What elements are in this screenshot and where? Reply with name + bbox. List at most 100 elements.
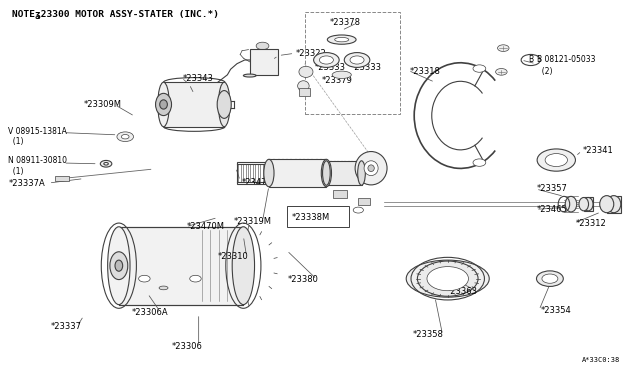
Text: *23309M: *23309M: [84, 100, 122, 109]
Text: *23337: *23337: [51, 321, 81, 331]
Circle shape: [256, 42, 269, 49]
Circle shape: [139, 275, 150, 282]
Text: *23337A: *23337A: [8, 179, 45, 187]
Text: *23465: *23465: [537, 205, 568, 214]
Ellipse shape: [323, 161, 330, 185]
Ellipse shape: [542, 274, 558, 283]
Ellipse shape: [100, 160, 112, 167]
Text: *23306A: *23306A: [132, 308, 168, 317]
Ellipse shape: [536, 271, 563, 286]
Ellipse shape: [332, 71, 351, 78]
Bar: [299, 88, 310, 96]
Text: (1): (1): [8, 167, 24, 176]
Text: *23379: *23379: [321, 76, 352, 85]
Bar: [556, 155, 558, 165]
Ellipse shape: [406, 260, 489, 297]
Circle shape: [189, 275, 201, 282]
Ellipse shape: [160, 100, 168, 109]
Ellipse shape: [537, 149, 575, 171]
Ellipse shape: [368, 165, 374, 171]
Ellipse shape: [545, 154, 568, 167]
Text: *23380: *23380: [288, 275, 319, 284]
Ellipse shape: [218, 82, 230, 127]
Ellipse shape: [243, 74, 256, 77]
Text: *23318: *23318: [410, 67, 440, 76]
Ellipse shape: [364, 161, 378, 176]
Ellipse shape: [344, 52, 370, 67]
Ellipse shape: [115, 260, 123, 271]
Ellipse shape: [584, 198, 593, 211]
Ellipse shape: [335, 37, 349, 42]
Bar: [55, 176, 69, 181]
Ellipse shape: [232, 227, 255, 305]
Text: (2): (2): [537, 67, 552, 76]
Ellipse shape: [299, 66, 313, 77]
Ellipse shape: [600, 196, 614, 213]
Ellipse shape: [156, 93, 172, 116]
Text: *23470: *23470: [242, 178, 273, 187]
Text: *23354: *23354: [540, 306, 571, 315]
Text: *23343: *23343: [182, 74, 214, 83]
Text: *23358: *23358: [413, 330, 444, 340]
Text: *23357: *23357: [537, 185, 568, 193]
Ellipse shape: [350, 56, 364, 64]
Text: *23312: *23312: [575, 219, 606, 228]
Bar: [326, 161, 362, 185]
Ellipse shape: [327, 35, 356, 44]
Ellipse shape: [319, 56, 333, 64]
Ellipse shape: [321, 159, 332, 187]
Ellipse shape: [355, 151, 387, 185]
Ellipse shape: [427, 267, 468, 291]
Bar: [164, 82, 224, 127]
Ellipse shape: [264, 159, 274, 187]
Circle shape: [473, 159, 486, 166]
Ellipse shape: [158, 82, 170, 127]
Bar: [250, 49, 278, 75]
Text: *23333: *23333: [351, 63, 381, 72]
Circle shape: [495, 68, 507, 75]
Ellipse shape: [159, 286, 168, 290]
Text: *23378: *23378: [330, 19, 361, 28]
Ellipse shape: [579, 198, 589, 211]
Circle shape: [117, 132, 134, 141]
Bar: [237, 162, 269, 184]
Text: *23319M: *23319M: [234, 217, 272, 226]
Circle shape: [497, 45, 509, 51]
Bar: [607, 196, 621, 213]
Text: V 08915-1381A: V 08915-1381A: [8, 126, 67, 136]
Circle shape: [122, 135, 129, 139]
Ellipse shape: [217, 90, 231, 118]
Text: B: B: [528, 55, 533, 64]
Ellipse shape: [110, 252, 128, 280]
Ellipse shape: [607, 196, 621, 213]
Text: (1): (1): [8, 137, 24, 146]
Text: *23363: *23363: [447, 287, 477, 296]
Text: *23322: *23322: [296, 49, 326, 58]
Text: NOTEʓ23300 MOTOR ASSY-STATER (INC.*): NOTEʓ23300 MOTOR ASSY-STATER (INC.*): [12, 10, 219, 19]
Text: *23470M: *23470M: [187, 222, 225, 231]
Bar: [358, 198, 370, 205]
Ellipse shape: [417, 261, 478, 296]
Text: *23306: *23306: [172, 341, 203, 350]
Circle shape: [521, 54, 540, 65]
Bar: [584, 198, 593, 211]
Text: A*33C0:38: A*33C0:38: [582, 357, 620, 363]
Ellipse shape: [108, 227, 130, 305]
Text: *23338M: *23338M: [291, 213, 330, 222]
Circle shape: [473, 65, 486, 72]
Circle shape: [353, 207, 364, 213]
Ellipse shape: [298, 81, 309, 91]
Ellipse shape: [358, 161, 365, 185]
Text: *23341: *23341: [583, 146, 614, 155]
Ellipse shape: [565, 196, 577, 212]
Text: B 08121-05033: B 08121-05033: [537, 55, 596, 64]
Text: N 08911-30810: N 08911-30810: [8, 155, 67, 164]
Ellipse shape: [314, 52, 339, 67]
Text: *23333: *23333: [315, 63, 346, 72]
Text: *23310: *23310: [218, 252, 248, 261]
Bar: [333, 190, 347, 198]
Ellipse shape: [104, 163, 108, 165]
Bar: [269, 159, 326, 187]
Bar: [287, 206, 349, 227]
Bar: [305, 12, 400, 114]
